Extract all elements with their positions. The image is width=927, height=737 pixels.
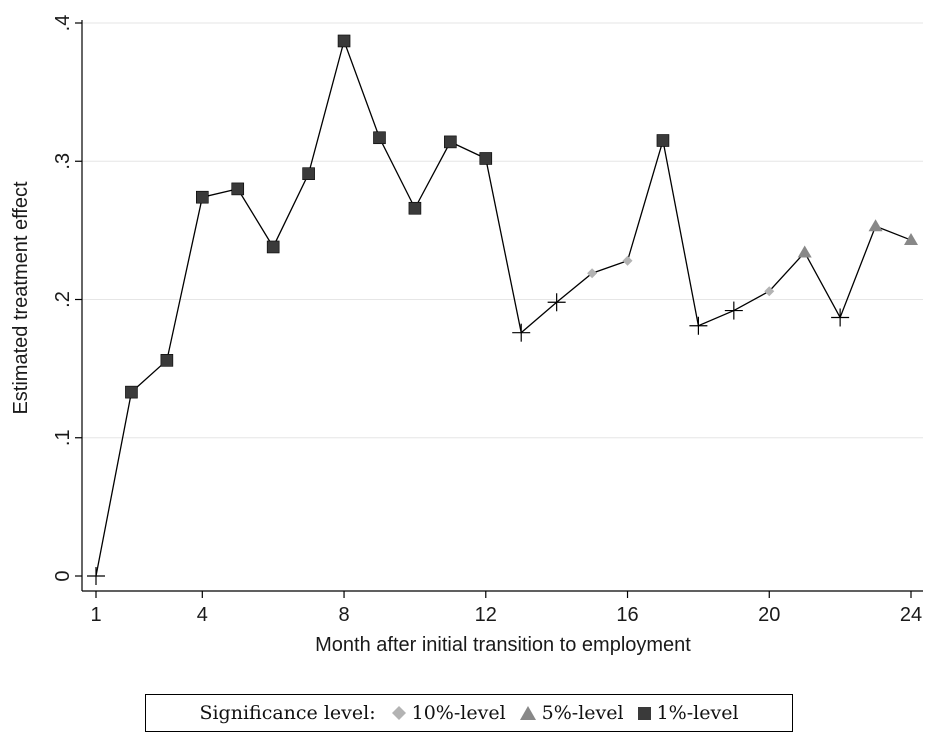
data-point-12 (479, 152, 493, 165)
legend-item-10pct: 10%-level (391, 702, 506, 724)
data-point-14 (547, 293, 566, 312)
data-point-11 (444, 135, 457, 149)
gridlines (82, 22, 923, 439)
legend-item-5pct: 5%-level (519, 702, 624, 724)
square-icon (637, 706, 651, 720)
tick-labels: 0 .1 .2 .3 .4 1 4 8 12 16 20 24 (52, 15, 922, 626)
diamond-icon (391, 706, 406, 720)
x-tick-label-2: 8 (338, 604, 349, 626)
triangle-icon (519, 706, 536, 720)
data-point-20 (764, 286, 775, 297)
data-point-3 (160, 354, 174, 367)
series-polyline (95, 38, 912, 577)
x-axis-title: Month after initial transition to employ… (315, 634, 691, 656)
x-tick-label-3: 12 (475, 604, 497, 626)
data-markers (87, 34, 918, 585)
y-tick-label-1: .1 (52, 429, 74, 446)
data-point-17 (656, 134, 670, 147)
x-tick-label-0: 1 (90, 604, 101, 626)
y-tick-label-0: 0 (52, 570, 74, 581)
x-tick-label-5: 20 (758, 604, 780, 626)
y-tick-label-3: .3 (52, 153, 74, 170)
data-point-13 (512, 323, 531, 342)
data-point-21 (797, 245, 812, 258)
y-tick-label-4: .4 (52, 15, 74, 32)
legend-label-5pct: 5%-level (541, 702, 624, 724)
legend-label-1pct: 1%-level (656, 702, 739, 724)
axes (75, 20, 923, 598)
data-point-15 (587, 268, 598, 279)
series-line (95, 38, 912, 577)
data-point-6 (266, 240, 280, 254)
legend: Significance level: 10%-level 5%-level 1… (145, 694, 793, 732)
data-point-8 (337, 34, 351, 48)
legend-item-1pct: 1%-level (637, 702, 739, 724)
legend-label-10pct: 10%-level (411, 702, 506, 724)
data-point-5 (231, 182, 245, 196)
data-point-16 (622, 255, 633, 266)
x-tick-label-1: 4 (197, 604, 208, 626)
data-point-2 (125, 385, 138, 399)
data-point-24 (904, 233, 918, 246)
y-axis-title: Estimated treatment effect (10, 181, 32, 415)
data-point-22 (831, 308, 850, 327)
y-tick-label-2: .2 (52, 291, 74, 308)
x-tick-label-6: 24 (900, 604, 922, 626)
data-point-1 (87, 567, 105, 585)
data-point-10 (408, 201, 422, 215)
data-point-9 (373, 131, 386, 145)
line-chart: 0 .1 .2 .3 .4 1 4 8 12 16 20 24 Estimated treatment… (10, 15, 923, 656)
data-point-4 (196, 190, 209, 204)
data-point-18 (689, 316, 708, 335)
data-point-19 (724, 301, 743, 320)
data-point-23 (868, 219, 883, 232)
legend-title: Significance level: (199, 702, 376, 724)
x-tick-label-4: 16 (616, 604, 638, 626)
data-point-7 (302, 167, 315, 180)
